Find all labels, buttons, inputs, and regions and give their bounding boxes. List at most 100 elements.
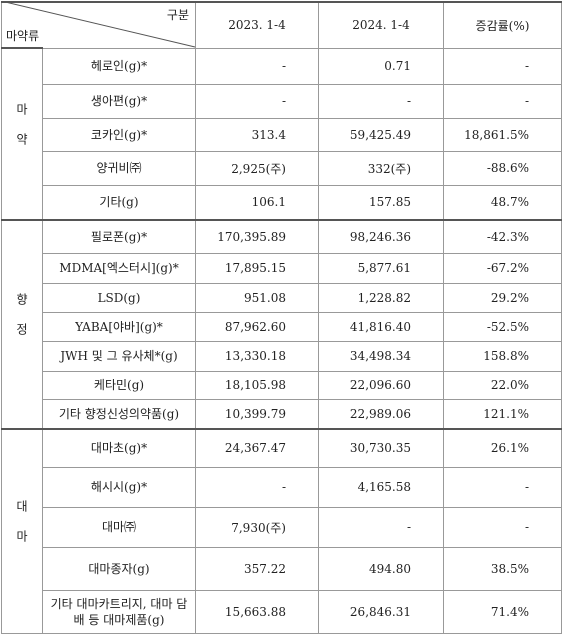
header-category: 구분 [166,8,189,22]
change-rate: 38.5% [443,546,562,591]
column-header: 2024. 1-4 [318,1,444,49]
item-cell: LSD(g) [42,282,196,313]
item-cell: 기타 향정신성의약품(g) [42,398,196,430]
change-rate: 29.2% [443,282,562,313]
column-header: 2023. 1-4 [195,1,319,49]
table-row: 코카인(g)* 313.4 59,425.49 18,861.5% [2,117,562,152]
table-row: 대마 대마초(g)* 24,367.47 30,730.35 26.1% [1,428,562,634]
group-label: 마약 [14,102,29,163]
change-rate: -88.6% [443,150,562,186]
item-cell: 대마㈜ [42,506,196,548]
value-2023: - [195,466,319,508]
column-header: 증감률(%) [443,1,562,49]
group-cell: 마약 [1,47,43,221]
table-row: 기타 향정신성의약품(g) 10,399.79 22,989.06 121.1% [2,398,562,430]
value-2024: 4,165.58 [318,466,444,508]
change-rate: -52.5% [443,311,562,342]
item-cell: MDMA[엑스터시](g)* [42,252,196,284]
group-label: 향정 [14,293,29,353]
table-row: 케타민(g) 18,105.98 22,096.60 22.0% [2,370,562,400]
header-drug-type: 마약류 [6,29,40,43]
table-row: 양귀비㈜ 2,925(주) 332(주) -88.6% [2,150,562,186]
item-cell: JWH 및 그 유사체*(g) [42,340,196,372]
value-2024: 22,096.60 [318,370,444,400]
table-row: YABA[야바](g)* 87,962.60 41,816.40 -52.5% [2,311,562,342]
item-cell: 필로폰(g)* [42,219,196,254]
diagonal-header: 구분 마약류 [1,1,196,49]
value-2023: 313.4 [195,117,319,152]
table-row: 대마종자(g) 357.22 494.80 38.5% [2,546,562,591]
item-cell: 코카인(g)* [42,117,196,152]
table-row: MDMA[엑스터시](g)* 17,895.15 5,877.61 -67.2% [2,252,562,284]
value-2024: - [318,506,444,548]
table-row: 기타(g) 106.1 157.85 48.7% [2,184,562,221]
value-2023: - [195,47,319,85]
table-row: 기타 대마카트리지, 대마 담배 등 대마제품(g) 15,663.88 26,84… [2,589,562,634]
value-2024: 0.71 [318,47,444,85]
change-rate: 71.4% [443,589,562,634]
change-rate: 18,861.5% [443,117,562,152]
item-cell: 대마종자(g) [42,546,196,591]
diagonal [1,1,196,48]
table-row: 생아편(g)* - - - [2,83,562,119]
group-cell: 대마 [1,428,43,634]
value-2024: 332(주) [318,150,444,186]
value-2023: 17,895.15 [195,252,319,284]
table-row: 해시시(g)* -4,165.58- [2,466,562,508]
table-row: 마약 헤로인(g)* -0.71- [1,47,562,221]
value-2024: 41,816.40 [318,311,444,342]
value-2023: - [195,83,319,119]
change-rate: -42.3% [443,219,562,254]
value-2024: 34,498.34 [318,340,444,372]
change-rate: 158.8% [443,340,562,372]
table-row: 향정 필로폰(g)* 170,395.89 98,246.36 -42.3% [1,219,562,430]
item-cell: 양귀비㈜ [42,150,196,186]
item-cell: 기타 대마카트리지, 대마 담배 등 대마제품(g) [42,589,196,634]
value-2024: 26,846.31 [318,589,444,634]
group-cell: 향정 [1,219,43,430]
change-rate: - [443,506,562,548]
value-2024: 157.85 [318,184,444,221]
value-2023: 951.08 [195,282,319,313]
item-cell: YABA[야바](g)* [42,311,196,342]
value-2023: 87,962.60 [195,311,319,342]
change-rate: 121.1% [443,398,562,430]
change-rate: - [443,83,562,119]
item-cell: 생아편(g)* [42,83,196,119]
table-row: JWH 및 그 유사체*(g) 13,330.18 34,498.34 158.8% [2,340,562,372]
value-2024: 5,877.61 [318,252,444,284]
value-2024: 30,730.35 [318,428,444,468]
change-rate: - [443,47,562,85]
value-2023: 15,663.88 [195,589,319,634]
change-rate: -67.2% [443,252,562,284]
change-rate: - [443,466,562,508]
value-2023: 170,395.89 [195,219,319,254]
change-rate: 22.0% [443,370,562,400]
value-2023: 24,367.47 [195,428,319,468]
table-row: 대마㈜ 7,930(주) - - [2,506,562,548]
value-2024: 494.80 [318,546,444,591]
item-cell: 케타민(g) [42,370,196,400]
item-cell: 해시시(g)* [42,466,196,508]
group-label: 대마 [14,499,29,560]
value-2023: 2,925(주) [195,150,319,186]
value-2024: 1,228.82 [318,282,444,313]
value-2023: 10,399.79 [195,398,319,430]
value-2024: 22,989.06 [318,398,444,430]
value-2023: 18,105.98 [195,370,319,400]
value-2023: 357.22 [195,546,319,591]
value-2024: - [318,83,444,119]
item-cell: 대마초(g)* [42,428,196,468]
value-2023: 13,330.18 [195,340,319,372]
item-cell: 헤로인(g)* [42,47,196,85]
value-2023: 106.1 [195,184,319,221]
change-rate: 48.7% [443,184,562,221]
value-2024: 98,246.36 [318,219,444,254]
value-2023: 7,930(주) [195,506,319,548]
table-row: LSD(g) 951.08 1,228.82 29.2% [2,282,562,313]
change-rate: 26.1% [443,428,562,468]
value-2024: 59,425.49 [318,117,444,152]
item-cell: 기타(g) [42,184,196,221]
